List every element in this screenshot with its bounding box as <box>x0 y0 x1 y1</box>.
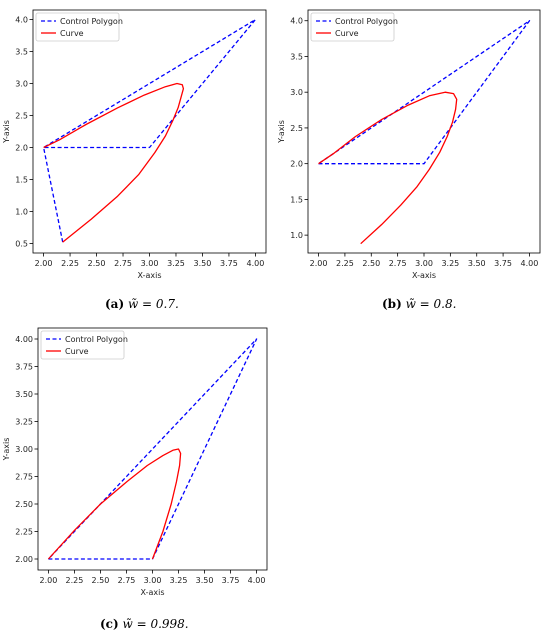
legend-box <box>40 330 125 360</box>
x-tick-label: 2.50 <box>88 259 106 268</box>
y-tick-label: 3.75 <box>15 363 33 372</box>
y-tick-label: 1.5 <box>15 175 28 184</box>
y-tick-label: 2.0 <box>15 143 28 152</box>
chart-panel-a: 2.00 2.25 2.50 2.75 3.00 3.25 3.50 3.75 4.00 0.5 1… <box>0 0 275 280</box>
y-tick-label: 1.0 <box>290 231 303 240</box>
x-tick-label: 2.00 <box>40 576 58 585</box>
x-tick-label: 3.25 <box>441 259 459 268</box>
x-tick-label: 4.00 <box>247 259 265 268</box>
x-tick-label: 3.50 <box>196 576 214 585</box>
control-polygon-line <box>318 20 531 165</box>
x-tick-label: 2.50 <box>92 576 110 585</box>
legend-box <box>310 12 395 42</box>
legend-entry: Control Polygon <box>65 335 128 344</box>
y-tick-label: 3.0 <box>15 80 28 89</box>
curve-line <box>47 448 182 560</box>
y-tick-label: 2.5 <box>290 124 303 133</box>
x-tick-label: 3.00 <box>141 259 159 268</box>
control-polygon-line <box>42 18 257 243</box>
x-tick-label: 3.75 <box>494 259 512 268</box>
x-tick-label: 3.00 <box>415 259 433 268</box>
control-polygon-line <box>47 338 258 560</box>
y-tick-label: 2.75 <box>15 473 33 482</box>
legend-entry: Curve <box>335 29 359 38</box>
caption-c-label: (c) <box>100 617 119 631</box>
y-tick-label: 1.5 <box>290 195 303 204</box>
x-axis-label: X-axis <box>412 271 436 280</box>
x-tick-label: 4.00 <box>248 576 266 585</box>
y-tick-label: 3.50 <box>15 390 33 399</box>
x-tick-label: 3.75 <box>220 259 238 268</box>
caption-c: (c) w̃ = 0.998. <box>100 617 189 631</box>
plot-frame <box>37 327 268 571</box>
x-tick-label: 2.75 <box>118 576 136 585</box>
x-tick-label: 3.00 <box>144 576 162 585</box>
caption-c-text: w̃ = 0.998. <box>122 617 189 631</box>
y-tick-label: 4.00 <box>15 335 33 344</box>
x-tick-label: 2.50 <box>362 259 380 268</box>
y-axis-label: Y-axis <box>2 120 11 144</box>
x-tick-label: 3.75 <box>222 576 240 585</box>
x-tick-label: 2.25 <box>61 259 79 268</box>
y-tick-label: 0.5 <box>15 239 28 248</box>
y-tick-label: 2.50 <box>15 500 33 509</box>
chart-c: 2.00 2.25 2.50 2.75 3.00 3.25 3.50 3.75 4.00 2.00… <box>2 327 268 597</box>
x-axis-label: X-axis <box>138 271 162 280</box>
x-tick-label: 2.00 <box>35 259 53 268</box>
caption-b: (b) w̃ = 0.8. <box>382 297 456 311</box>
x-tick-label: 2.25 <box>336 259 354 268</box>
y-axis-label: Y-axis <box>2 438 11 462</box>
x-tick-label: 2.75 <box>389 259 407 268</box>
caption-b-text: w̃ = 0.8. <box>405 297 457 311</box>
x-tick-label: 2.00 <box>310 259 328 268</box>
x-tick-label: 4.00 <box>521 259 539 268</box>
x-tick-label: 3.25 <box>170 576 188 585</box>
y-tick-label: 4.0 <box>290 17 303 26</box>
plot-frame <box>307 9 541 254</box>
chart-panel-b: 2.00 2.25 2.50 2.75 3.00 3.25 3.50 3.75 4.00 1.0 1… <box>275 0 550 280</box>
plot-frame <box>32 9 267 254</box>
chart-panel-c: 2.00 2.25 2.50 2.75 3.00 3.25 3.50 3.75 4.00 2.00… <box>0 318 275 608</box>
x-tick-label: 3.50 <box>194 259 212 268</box>
y-tick-label: 1.0 <box>15 207 28 216</box>
caption-a-text: w̃ = 0.7. <box>127 297 179 311</box>
curve-line <box>318 91 458 245</box>
y-axis-label: Y-axis <box>277 120 286 144</box>
y-tick-label: 2.25 <box>15 528 33 537</box>
legend-box <box>35 12 120 42</box>
y-tick-label: 3.00 <box>15 445 33 454</box>
x-tick-label: 3.25 <box>167 259 185 268</box>
x-tick-label: 3.50 <box>468 259 486 268</box>
y-tick-label: 2.0 <box>290 160 303 169</box>
x-axis-label: X-axis <box>141 588 165 597</box>
chart-b: 2.00 2.25 2.50 2.75 3.00 3.25 3.50 3.75 4.00 1.0 1… <box>277 9 541 280</box>
y-tick-label: 4.0 <box>15 16 28 25</box>
chart-a: 2.00 2.25 2.50 2.75 3.00 3.25 3.50 3.75 4.00 0.5 1… <box>2 9 267 280</box>
y-tick-label: 3.5 <box>290 52 303 61</box>
caption-a: (a) w̃ = 0.7. <box>105 297 179 311</box>
legend-entry: Curve <box>60 29 84 38</box>
legend-entry: Control Polygon <box>335 17 398 26</box>
y-tick-label: 3.5 <box>15 48 28 57</box>
y-tick-label: 3.25 <box>15 418 33 427</box>
y-tick-label: 2.5 <box>15 112 28 121</box>
y-tick-label: 3.0 <box>290 88 303 97</box>
x-tick-label: 2.75 <box>114 259 132 268</box>
legend-entry: Control Polygon <box>60 17 123 26</box>
y-tick-label: 2.00 <box>15 555 33 564</box>
curve-line <box>43 82 185 243</box>
caption-b-label: (b) <box>382 297 402 311</box>
x-tick-label: 2.25 <box>66 576 84 585</box>
caption-a-label: (a) <box>105 297 125 311</box>
legend-entry: Curve <box>65 347 89 356</box>
